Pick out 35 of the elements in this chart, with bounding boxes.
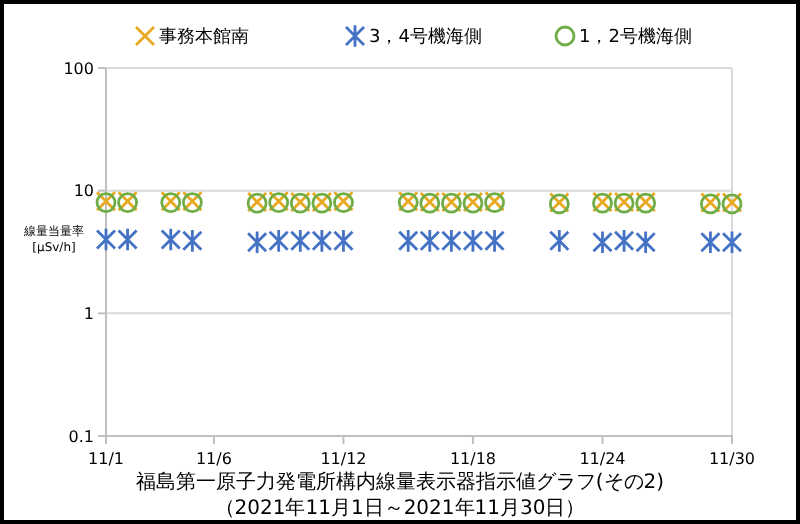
point [613,228,635,254]
text: （2021年11月1日～2021年11月30日） [214,496,586,520]
y-tick-label: 100 [63,59,94,78]
point [419,228,441,254]
legend-label: 事務本館南 [159,26,249,49]
y-tick-label: 10 [73,182,94,201]
point [548,228,570,254]
point [484,228,505,254]
legend-label: 1，2号機海側 [579,26,692,49]
x-tick-label: 11/6 [195,450,232,468]
point [289,228,311,254]
point [440,228,462,254]
y-tick-label: 0.1 [68,427,94,446]
x-tick-label: 11/12 [320,450,367,468]
point [246,230,268,255]
x-tick-label: 11/30 [708,450,756,468]
point [635,230,657,255]
x-tick-label: 11/24 [579,450,626,468]
point [333,228,354,254]
point [397,228,419,254]
point [700,230,721,255]
point [268,228,290,254]
point [117,227,138,252]
point [160,227,182,252]
text: 福島第一原子力発電所構内線量表示器指示値グラフ(その2) [135,470,665,494]
x-tick-label: 11/1 [88,450,124,468]
point [95,227,117,252]
point [311,228,333,254]
y-tick-label: 1 [83,304,94,323]
point [592,230,613,255]
point [721,230,743,255]
point [181,228,203,254]
point [462,228,484,254]
x-tick-label: 11/18 [449,450,497,468]
legend-label: 3，4号機海側 [369,26,482,49]
